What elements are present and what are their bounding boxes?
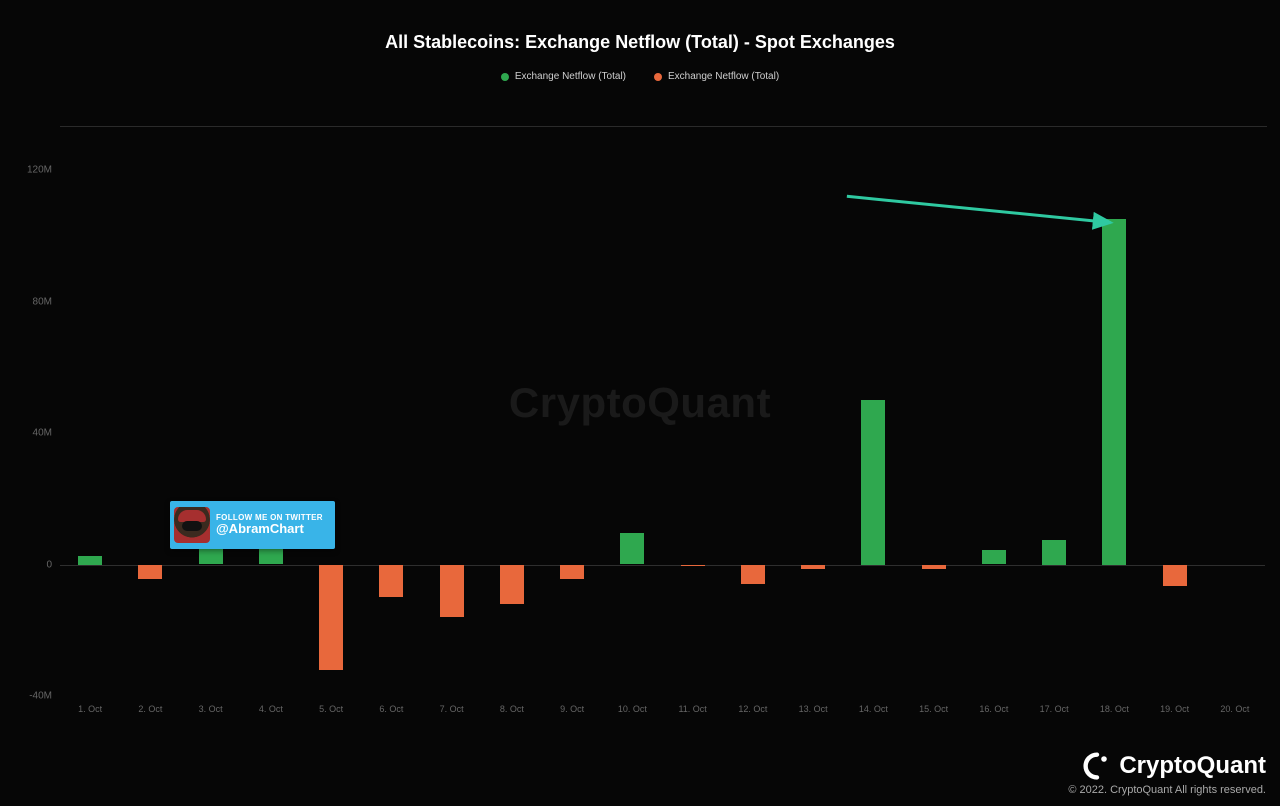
x-tick-label: 4. Oct [259,704,283,714]
x-tick-label: 16. Oct [979,704,1008,714]
bar [1042,540,1066,565]
x-tick-label: 13. Oct [799,704,828,714]
plot-area: 1. Oct2. Oct3. Oct4. Oct5. Oct6. Oct7. O… [60,170,1265,696]
y-tick-label: 120M [27,165,52,176]
x-tick-label: 14. Oct [859,704,888,714]
legend-label-negative: Exchange Netflow (Total) [668,71,779,82]
bar [620,533,644,564]
x-tick-label: 19. Oct [1160,704,1189,714]
y-tick-label: 40M [33,428,52,439]
bar [1163,565,1187,586]
y-axis: -40M040M80M120M [0,170,58,696]
x-tick-label: 18. Oct [1100,704,1129,714]
bar [982,550,1006,565]
legend-dot-positive [501,73,509,81]
legend-item-negative: Exchange Netflow (Total) [654,71,779,82]
chart-title: All Stablecoins: Exchange Netflow (Total… [0,0,1280,53]
x-tick-label: 10. Oct [618,704,647,714]
bar [319,565,343,670]
x-tick-label: 3. Oct [199,704,223,714]
twitter-badge[interactable]: FOLLOW ME ON TWITTER @AbramChart [170,501,335,549]
bar [1102,219,1126,564]
y-tick-label: 0 [46,559,52,570]
legend: Exchange Netflow (Total) Exchange Netflo… [0,71,1280,82]
x-tick-label: 5. Oct [319,704,343,714]
bar [500,565,524,604]
legend-item-positive: Exchange Netflow (Total) [501,71,626,82]
chart-container: All Stablecoins: Exchange Netflow (Total… [0,0,1280,806]
x-tick-label: 2. Oct [138,704,162,714]
bar [78,556,102,564]
y-tick-label: 80M [33,296,52,307]
brand-text: CryptoQuant [1119,752,1266,780]
x-tick-label: 12. Oct [738,704,767,714]
legend-dot-negative [654,73,662,81]
footer: CryptoQuant © 2022. CryptoQuant All righ… [1068,752,1266,796]
bar [560,565,584,580]
x-tick-label: 6. Oct [379,704,403,714]
bar [801,565,825,570]
bar [861,400,885,564]
bar [681,565,705,567]
avatar-icon [174,507,210,543]
x-tick-label: 8. Oct [500,704,524,714]
bar [922,565,946,570]
bar [379,565,403,598]
x-tick-label: 15. Oct [919,704,948,714]
y-tick-label: -40M [29,691,52,702]
brand-logo-icon [1083,752,1111,780]
legend-label-positive: Exchange Netflow (Total) [515,71,626,82]
x-tick-label: 11. Oct [678,704,706,714]
zero-line [60,565,1265,566]
bar [741,565,765,585]
bar [138,565,162,580]
copyright: © 2022. CryptoQuant All rights reserved. [1068,784,1266,796]
header-divider [60,126,1267,127]
twitter-text: FOLLOW ME ON TWITTER @AbramChart [216,513,323,537]
x-tick-label: 7. Oct [440,704,464,714]
bar [440,565,464,618]
x-tick-label: 20. Oct [1220,704,1249,714]
twitter-line2: @AbramChart [216,522,323,537]
x-tick-label: 1. Oct [78,704,102,714]
x-tick-label: 9. Oct [560,704,584,714]
brand: CryptoQuant [1068,752,1266,780]
x-tick-label: 17. Oct [1040,704,1069,714]
